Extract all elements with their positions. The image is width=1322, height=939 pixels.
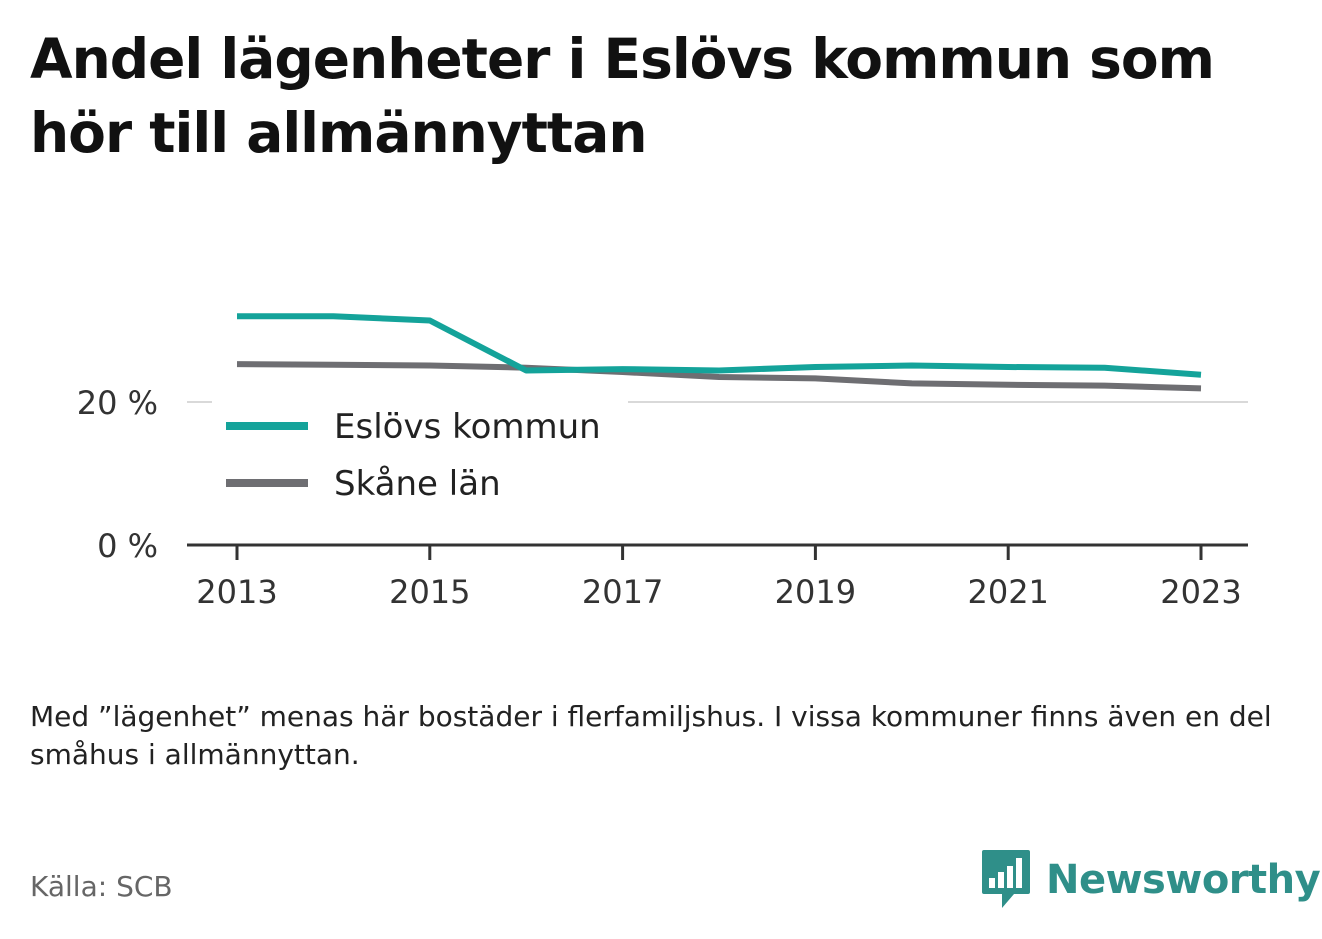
axes: 0 % 20 % 2013 2015 2017 2019 2021 2023 (77, 384, 1248, 611)
chart-note: Med ”lägenhet” menas här bostäder i fler… (30, 700, 1272, 771)
legend: Eslövs kommun Skåne län (226, 407, 601, 504)
brand-name: Newsworthy (1046, 857, 1321, 903)
chart-title: Andel lägenheter i Eslövs kommun som hör… (30, 27, 1215, 165)
series-line-1 (236, 361, 1202, 392)
legend-label: Skåne län (334, 464, 501, 504)
source-label: Källa: SCB (30, 870, 173, 903)
y-tick-label: 20 % (77, 384, 158, 422)
x-tick-label: 2013 (196, 573, 277, 611)
x-tick-label: 2019 (775, 573, 856, 611)
y-tick-label: 0 % (97, 527, 158, 565)
newsworthy-logo-icon (982, 850, 1030, 908)
x-tick-label: 2017 (582, 573, 663, 611)
x-tick-label: 2021 (967, 573, 1048, 611)
x-tick-label: 2023 (1160, 573, 1241, 611)
legend-background (212, 398, 628, 513)
brand-logo: Newsworthy (980, 848, 1321, 912)
series-line-0 (237, 313, 1202, 378)
series-lines (236, 313, 1202, 392)
x-tick-label: 2015 (389, 573, 470, 611)
legend-label: Eslövs kommun (334, 407, 601, 447)
